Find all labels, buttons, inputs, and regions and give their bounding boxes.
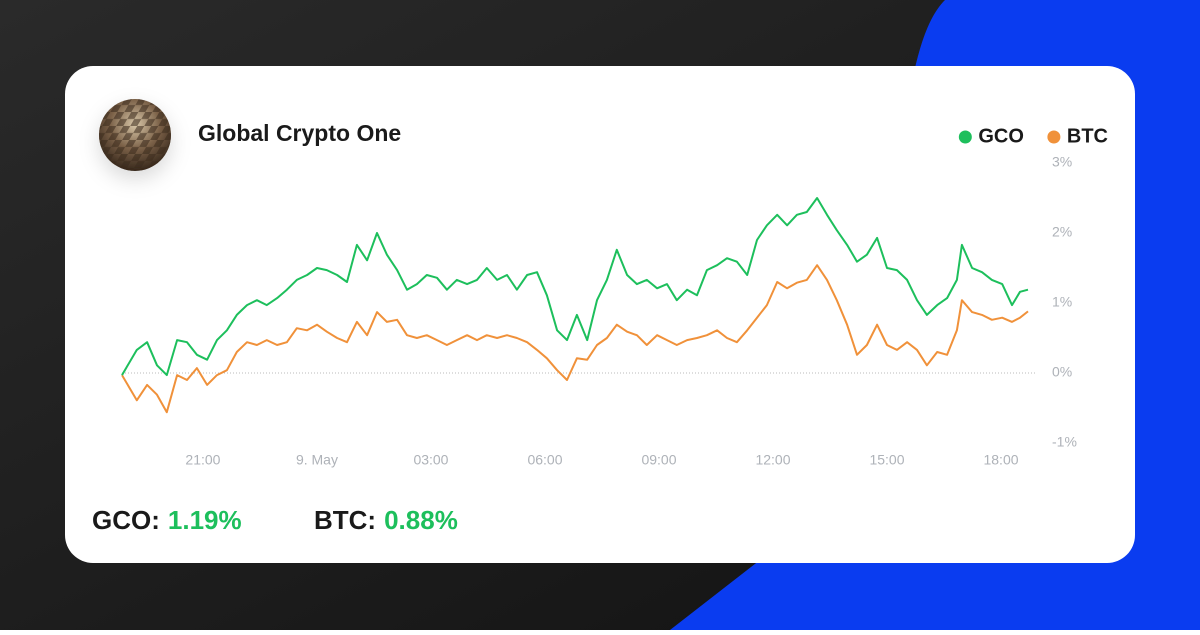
legend-label: BTC	[1067, 125, 1108, 147]
y-tick-label: -1%	[1052, 434, 1077, 450]
legend-swatch	[958, 130, 972, 144]
x-tick-label: 21:00	[185, 452, 220, 468]
x-tick-label: 09:00	[641, 452, 676, 468]
legend-swatch	[1047, 130, 1061, 144]
series-line	[121, 264, 1029, 414]
summary-label: BTC:	[314, 505, 376, 535]
summary-label: GCO:	[92, 505, 160, 535]
y-tick-label: 2%	[1052, 224, 1072, 240]
x-tick-label: 06:00	[527, 452, 562, 468]
y-tick-label: 3%	[1052, 154, 1072, 170]
chart-title: Global Crypto One	[198, 120, 401, 146]
y-tick-label: 1%	[1052, 294, 1072, 310]
card	[65, 66, 1135, 563]
x-tick-label: 12:00	[755, 452, 790, 468]
summary-value: 0.88%	[384, 505, 458, 535]
series-line	[121, 197, 1029, 377]
x-tick-label: 9. May	[296, 452, 338, 468]
y-tick-label: 0%	[1052, 364, 1072, 380]
summary-value: 1.19%	[168, 505, 242, 535]
x-tick-label: 15:00	[869, 452, 904, 468]
avatar	[99, 99, 171, 171]
legend-label: GCO	[978, 125, 1024, 147]
x-tick-label: 03:00	[413, 452, 448, 468]
x-tick-label: 18:00	[983, 452, 1018, 468]
